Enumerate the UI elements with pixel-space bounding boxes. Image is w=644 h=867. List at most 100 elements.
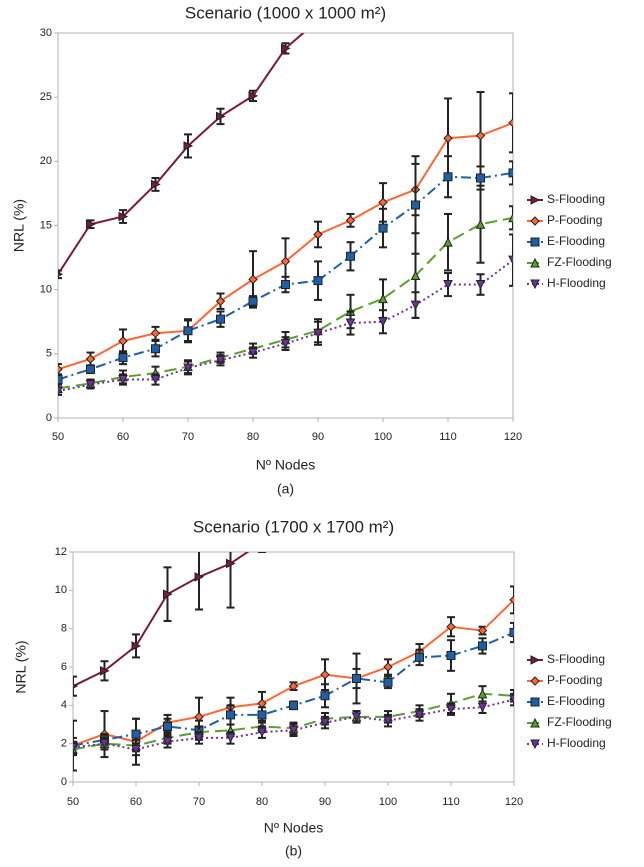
marker xyxy=(288,725,299,736)
y-tick-label: 2 xyxy=(61,738,67,750)
marker xyxy=(443,172,453,182)
y-axis-label: NRL (%) xyxy=(11,199,27,252)
x-tick-label: 110 xyxy=(439,431,457,443)
y-tick-label: 12 xyxy=(55,546,67,558)
x-tick-label: 90 xyxy=(319,796,331,808)
marker xyxy=(378,223,388,233)
marker xyxy=(352,674,361,683)
marker xyxy=(226,710,235,720)
x-tick-label: 100 xyxy=(374,431,392,443)
marker xyxy=(131,641,142,651)
legend-label: S-Flooding xyxy=(547,192,605,206)
x-tick-label: 80 xyxy=(247,431,259,443)
x-tick-label: 50 xyxy=(52,431,64,443)
marker xyxy=(378,293,388,304)
marker xyxy=(150,375,161,385)
marker xyxy=(58,271,64,277)
marker xyxy=(477,625,488,636)
series-line xyxy=(58,216,513,390)
x-tick-label: 110 xyxy=(442,796,460,808)
marker xyxy=(320,718,330,728)
x-tick-label: 60 xyxy=(130,796,142,808)
marker xyxy=(226,558,236,569)
marker xyxy=(183,326,193,336)
marker xyxy=(383,677,393,687)
marker xyxy=(194,733,204,744)
marker xyxy=(345,318,356,329)
marker xyxy=(257,698,267,709)
marker xyxy=(163,589,173,599)
marker xyxy=(248,348,258,358)
marker xyxy=(58,386,63,397)
marker xyxy=(415,652,424,662)
legend-marker xyxy=(530,279,540,290)
marker xyxy=(257,710,267,720)
marker xyxy=(151,344,160,354)
marker xyxy=(150,328,161,339)
marker xyxy=(508,255,513,266)
marker xyxy=(58,375,63,384)
chart: Scenario (1000 x 1000 m²) Nº Nodes (a) NRL … xyxy=(11,3,612,496)
marker xyxy=(477,688,488,699)
x-axis-label: Nº Nodes xyxy=(264,820,324,836)
marker xyxy=(477,702,488,713)
x-tick-label: 80 xyxy=(256,796,268,808)
legend-label: S-Flooding xyxy=(547,652,605,666)
marker xyxy=(183,363,193,374)
marker xyxy=(313,328,323,339)
y-tick-label: 6 xyxy=(61,661,67,673)
marker xyxy=(73,743,78,753)
marker xyxy=(443,237,453,247)
legend-label: FZ-Flooding xyxy=(547,715,612,729)
marker xyxy=(476,173,485,183)
marker xyxy=(475,130,486,141)
y-tick-label: 30 xyxy=(40,27,52,39)
legend-marker xyxy=(530,697,540,707)
marker xyxy=(258,538,266,546)
marker xyxy=(509,695,514,705)
x-axis-label: Nº Nodes xyxy=(256,457,316,473)
y-axis-label: NRL (%) xyxy=(13,640,29,693)
marker xyxy=(163,721,172,731)
chart: Scenario (1700 x 1700 m²) Nº Nodes (b) NRL … xyxy=(13,517,612,858)
x-tick-label: 70 xyxy=(182,431,194,443)
legend-label: P-Fooding xyxy=(547,673,602,687)
marker xyxy=(99,739,110,749)
legend-label: P-Fooding xyxy=(547,213,602,227)
marker xyxy=(383,716,393,726)
marker xyxy=(446,622,456,632)
marker xyxy=(257,727,267,738)
marker xyxy=(215,355,226,366)
marker xyxy=(281,43,291,54)
marker xyxy=(225,733,236,744)
marker xyxy=(280,256,291,267)
legend-label: H-Flooding xyxy=(547,736,606,750)
marker xyxy=(411,200,420,210)
series-line xyxy=(58,259,513,393)
marker xyxy=(443,280,453,290)
x-tick-label: 120 xyxy=(505,796,523,808)
marker xyxy=(383,662,393,672)
marker xyxy=(475,280,486,290)
marker xyxy=(118,336,128,346)
y-tick-label: 0 xyxy=(61,776,67,788)
marker xyxy=(85,380,96,390)
marker xyxy=(118,211,129,222)
y-tick-label: 4 xyxy=(61,699,67,711)
marker xyxy=(414,710,425,721)
marker xyxy=(118,353,128,363)
legend-marker xyxy=(530,257,540,268)
x-tick-label: 70 xyxy=(193,796,205,808)
y-tick-label: 20 xyxy=(40,155,52,167)
marker xyxy=(73,683,79,689)
marker xyxy=(410,300,421,311)
marker xyxy=(248,274,258,285)
marker xyxy=(183,141,194,151)
marker xyxy=(345,215,356,226)
plot-area xyxy=(73,538,514,772)
subtitle: (a) xyxy=(277,481,294,497)
legend-marker xyxy=(530,216,540,226)
marker xyxy=(320,669,330,680)
marker xyxy=(131,729,141,739)
